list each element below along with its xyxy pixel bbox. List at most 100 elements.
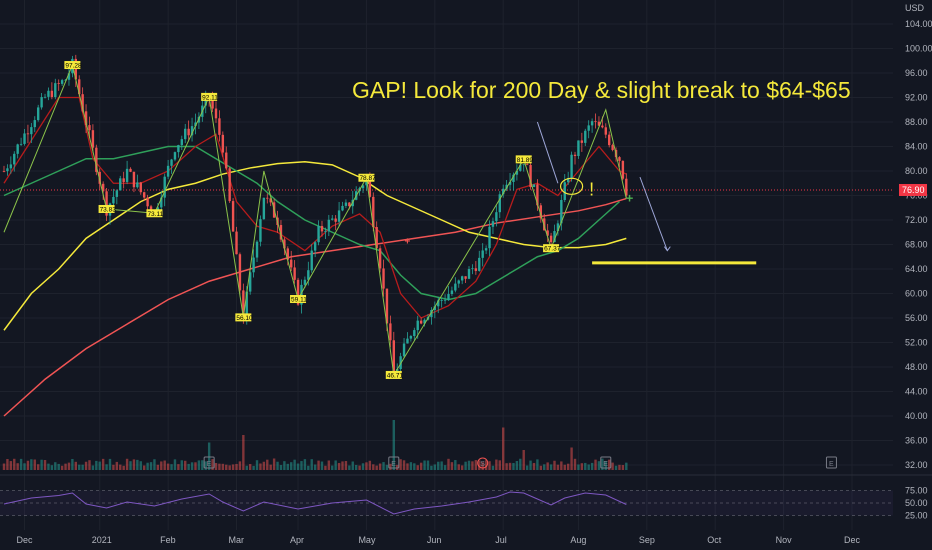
level-marker: 59.11 [290,295,307,304]
volume-bar [98,461,101,470]
candle-body [139,182,142,193]
candle [142,191,146,201]
volume-bar [611,462,614,470]
candle-body [570,154,573,179]
candle-body [563,182,566,200]
event-marker-label: E [829,461,834,468]
volume-bar [317,460,320,470]
candle [238,252,242,297]
candle [290,250,293,271]
candle [231,198,235,232]
candle-body [173,152,177,160]
candle [402,338,406,358]
candle-body [19,143,23,145]
candle-body [228,168,231,202]
candle [488,220,491,257]
candle-body [590,121,594,126]
candle [173,151,177,162]
candle-body [136,182,139,188]
candle [67,67,71,86]
volume-bar [30,459,33,470]
candle-body [122,178,125,182]
volume-bar [112,464,115,470]
date-tick: Mar [229,535,245,545]
candle [47,87,50,101]
volume-bar [57,463,60,470]
candle [590,118,594,133]
date-tick: May [358,535,376,545]
candle-body [91,130,95,148]
volume-bar [166,463,170,470]
price-tick: 84.00 [905,142,928,152]
candle-body [409,336,413,339]
ma-fast-line [3,96,627,319]
candle [481,243,484,267]
candle [50,82,54,100]
price-tick: 64.00 [905,264,928,274]
candle [539,202,543,223]
pointer-line [536,121,559,184]
candle-body [88,125,91,131]
event-marker-label: E [207,461,212,468]
candle-body [303,279,307,285]
candle-body [132,171,136,188]
ma-200-line [3,197,627,417]
rsi-tick: 75.00 [905,486,928,496]
volume-bar [67,462,71,470]
volume-bar [382,462,385,470]
candle [119,175,122,191]
date-tick: Jul [495,535,507,545]
candle [618,156,621,168]
date-tick: Nov [776,535,793,545]
volume-bar [54,462,57,470]
candle-body [23,133,26,144]
date-tick: Aug [570,535,586,545]
volume-bar [207,442,211,470]
volume-bar [614,465,618,470]
candle [105,187,108,221]
candle-body [307,270,310,280]
volume-bar [563,464,566,470]
candle [604,123,607,139]
candle-body [331,218,334,220]
candle-body [621,160,625,179]
volume-bar [618,464,621,470]
candle [344,199,348,209]
candle-body [491,221,495,227]
volume-bar [88,460,91,470]
level-marker: 73.83 [98,204,116,213]
candle-body [402,343,406,357]
volume-bar [283,461,286,470]
candle [382,259,385,297]
volume-bar [590,462,594,470]
volume-bar [153,459,156,470]
candle [515,164,519,181]
candle [587,120,590,139]
volume-bar [180,460,183,470]
candle-body [375,227,378,249]
candle-body [296,279,300,305]
candle [334,215,337,231]
candle-body [78,79,81,95]
volume-bar [156,464,160,470]
candle-body [512,174,515,182]
candle [532,184,536,188]
candle [419,317,423,325]
volume-bar [197,460,201,470]
candle [122,171,125,189]
candle [177,144,180,158]
arrow-head [663,246,671,252]
candle-body [146,197,149,207]
volume-bar [375,465,378,470]
candle-body [440,300,443,301]
candle [536,179,539,211]
candle-body [577,140,580,156]
candle-body [587,125,590,131]
candle-body [95,147,98,172]
candle-body [525,164,529,166]
volume-bar [279,465,283,470]
volume-bar [484,460,488,470]
candle-body [221,134,225,153]
volume-bar [84,461,88,470]
